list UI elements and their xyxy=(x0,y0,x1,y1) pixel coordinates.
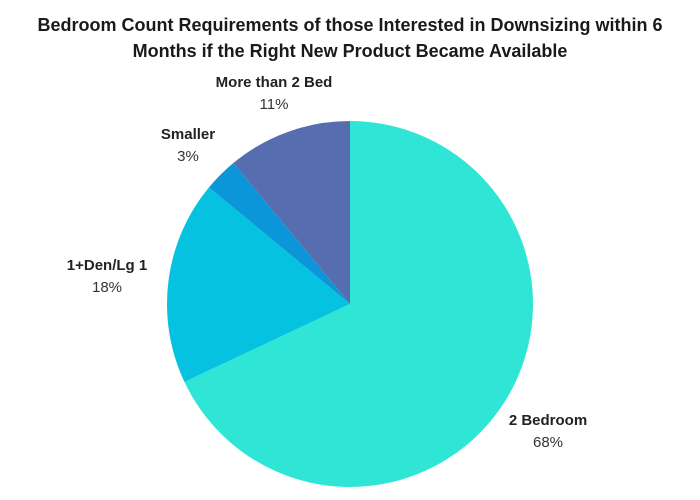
slice-label: 1+Den/Lg 1 xyxy=(67,257,147,274)
slice-label: More than 2 Bed xyxy=(216,74,333,91)
chart-title-line-1: Bedroom Count Requirements of those Inte… xyxy=(37,15,663,35)
chart-title-line-2: Months if the Right New Product Became A… xyxy=(132,41,568,61)
pie-slice-smaller xyxy=(209,163,350,304)
chart-title: Bedroom Count Requirements of those Inte… xyxy=(0,12,700,64)
pie-slices xyxy=(167,121,534,487)
slice-value-label: 68% xyxy=(533,434,563,451)
pie-slice-more-than-2-bed xyxy=(233,121,350,304)
pie-slice-2-bedroom xyxy=(184,121,534,487)
slice-value-label: 3% xyxy=(177,148,199,165)
slice-value-label: 18% xyxy=(92,279,122,296)
pie-slice-1-den-lg-1 xyxy=(167,187,350,382)
slice-label: 2 Bedroom xyxy=(509,412,587,429)
slice-value-label: 11% xyxy=(260,96,289,113)
slice-label: Smaller xyxy=(161,126,215,143)
pie-labels: 2 Bedroom 68% 1+Den/Lg 1 18% Smaller 3% More t… xyxy=(67,74,587,451)
